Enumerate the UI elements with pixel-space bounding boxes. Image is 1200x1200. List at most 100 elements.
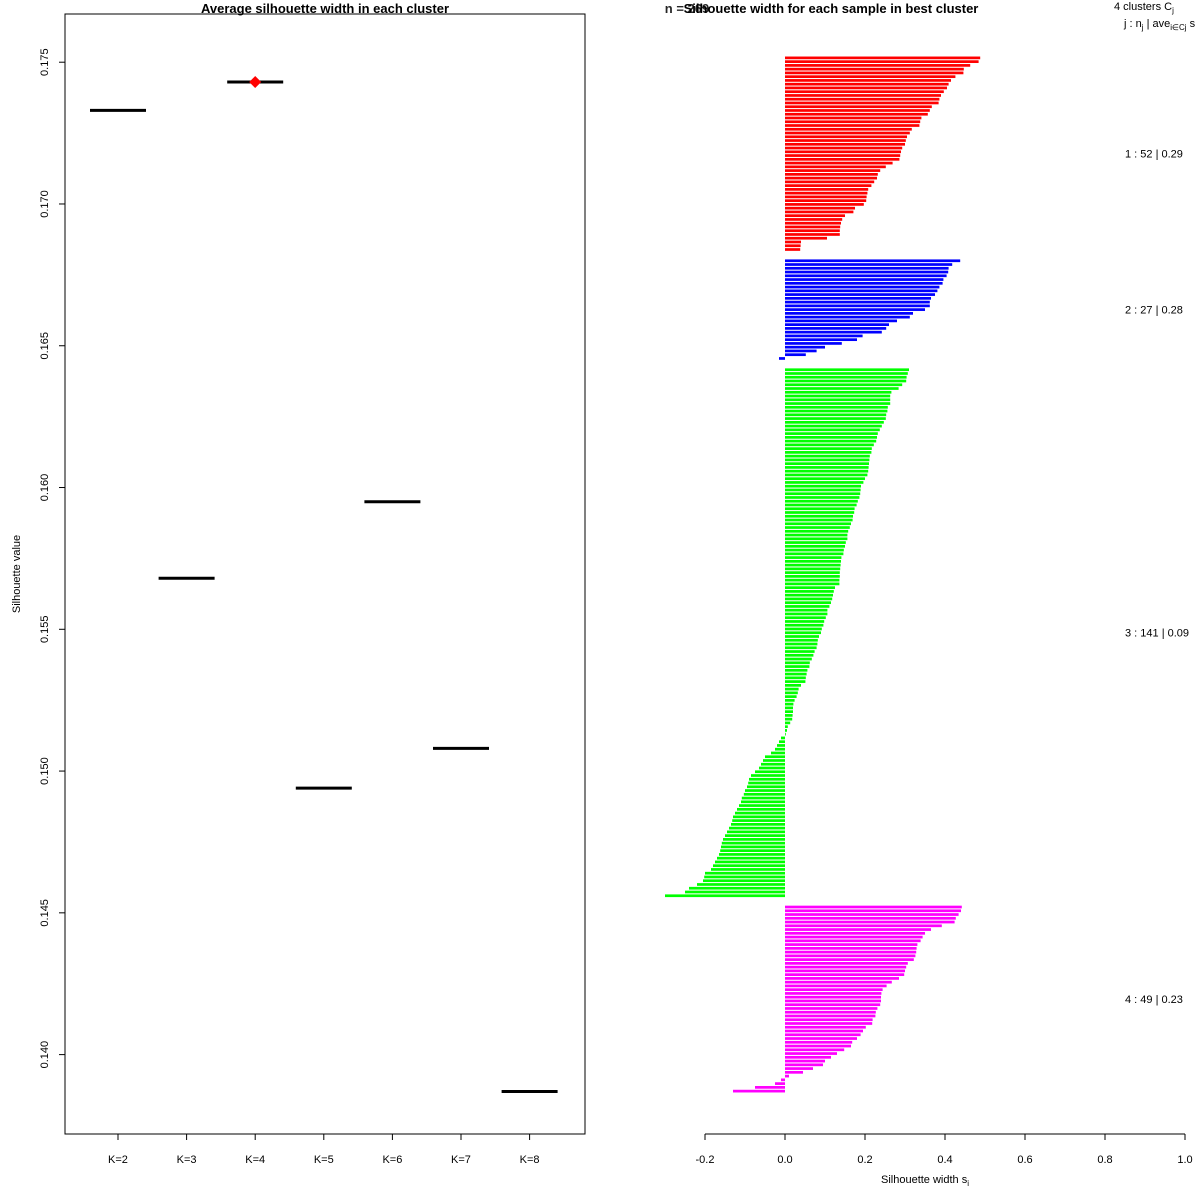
silhouette-bar [785, 575, 840, 578]
silhouette-bar [785, 1007, 878, 1010]
silhouette-bar [785, 334, 863, 338]
cluster-label-3: 3 : 141 | 0.09 [1125, 628, 1189, 640]
silhouette-bar [785, 233, 840, 236]
silhouette-bar [785, 338, 857, 342]
silhouette-bar [785, 496, 860, 499]
silhouette-bar [785, 319, 897, 323]
silhouette-bar [785, 210, 854, 214]
silhouette-bar [785, 924, 942, 928]
silhouette-bar [785, 529, 849, 533]
left-y-axis-label: Silhouette value [11, 535, 23, 613]
silhouette-bar [785, 195, 867, 199]
right-x-axis: -0.2 0.0 0.2 0.4 0.6 0.8 1.0 [696, 1133, 1193, 1166]
silhouette-bar [721, 841, 785, 845]
header-line2-tail-subscript: i∈Cj [1170, 23, 1187, 32]
silhouette-bar [739, 804, 785, 807]
silhouette-bar [785, 225, 841, 229]
silhouette-bar [785, 142, 905, 146]
silhouette-bar [785, 492, 861, 496]
silhouette-bar [749, 777, 785, 781]
silhouette-bar [779, 740, 785, 744]
silhouette-bar [785, 909, 961, 913]
silhouette-bar [785, 203, 864, 206]
silhouette-bar [785, 992, 882, 995]
silhouette-bar [785, 278, 944, 281]
silhouette-bar [785, 616, 826, 620]
silhouette-bar [785, 683, 801, 687]
silhouette-bar [785, 1018, 873, 1022]
silhouette-bar [785, 139, 906, 142]
silhouette-bar [785, 469, 869, 473]
silhouette-bar [781, 736, 785, 740]
silhouette-bar [785, 135, 907, 139]
silhouette-bar [785, 556, 842, 559]
silhouette-bar [785, 931, 925, 935]
silhouette-bar [785, 706, 793, 710]
silhouette-bar [711, 868, 785, 871]
silhouette-bar [785, 518, 853, 522]
left-x-tick-label: K=2 [108, 1154, 128, 1166]
silhouette-bar [785, 372, 908, 375]
silhouette-bar [785, 116, 922, 120]
silhouette-bar [785, 405, 888, 409]
silhouette-bar [785, 345, 825, 349]
silhouette-bar [785, 920, 955, 924]
silhouette-bar [785, 184, 872, 187]
silhouette-bar [785, 221, 841, 225]
silhouette-bar [785, 642, 818, 646]
silhouette-bar [785, 79, 951, 82]
silhouette-bar [785, 665, 810, 668]
silhouette-bar [785, 82, 949, 86]
silhouette-bar [785, 315, 910, 319]
left-data-marks [90, 76, 558, 1093]
overlay-title-fragment: n = 269 [665, 1, 709, 16]
silhouette-bar [785, 353, 806, 357]
silhouette-bar [785, 285, 940, 289]
silhouette-bar [785, 240, 801, 244]
silhouette-bar [785, 578, 840, 582]
silhouette-bar [785, 266, 949, 270]
silhouette-bar [785, 980, 892, 984]
silhouette-bar [785, 462, 869, 466]
silhouette-bar [785, 447, 872, 450]
silhouette-bar [785, 188, 869, 191]
silhouette-bar [785, 165, 886, 169]
silhouette-bar [785, 597, 833, 601]
left-chart-title: Average silhouette width in each cluster [201, 1, 449, 16]
silhouette-bar [785, 567, 841, 571]
silhouette-bar [785, 657, 812, 661]
left-y-tick-label: 0.160 [39, 474, 51, 502]
silhouette-bar [785, 323, 889, 326]
silhouette-bar [785, 514, 853, 518]
silhouette-bar [785, 296, 931, 300]
silhouette-bar [785, 939, 921, 943]
right-x-tick-label: 0.6 [1017, 1154, 1032, 1166]
silhouette-bar [785, 109, 930, 112]
silhouette-bar [735, 811, 785, 815]
silhouette-bar [713, 864, 785, 868]
silhouette-bar [743, 792, 785, 796]
silhouette-bar [785, 150, 901, 154]
silhouette-bar [785, 1059, 825, 1063]
silhouette-bar [785, 661, 810, 665]
silhouette-bar [785, 627, 822, 631]
silhouette-bar [785, 67, 964, 71]
silhouette-bar [785, 94, 941, 97]
silhouette-bar [785, 928, 931, 931]
cluster-label-4: 4 : 49 | 0.23 [1125, 994, 1183, 1006]
silhouette-bar [785, 383, 903, 387]
silhouette-bar [785, 97, 940, 101]
silhouette-bar [785, 548, 844, 552]
silhouette-bar [785, 466, 869, 469]
silhouette-bar [755, 1086, 785, 1089]
silhouette-bar [685, 890, 785, 894]
silhouette-bar [785, 1055, 831, 1059]
silhouette-bar [748, 781, 785, 785]
silhouette-bar [785, 1022, 873, 1025]
silhouette-bar [785, 571, 840, 574]
silhouette-bar [785, 161, 893, 165]
silhouette-bar [785, 1048, 845, 1052]
silhouette-bar [785, 417, 886, 420]
left-y-tick-label: 0.170 [39, 190, 51, 218]
